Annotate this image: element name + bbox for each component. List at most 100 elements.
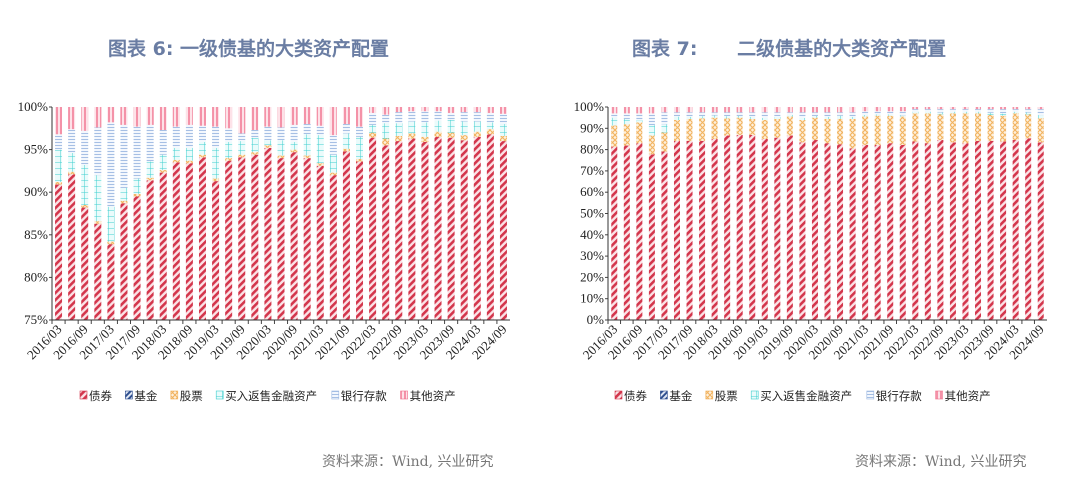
bar-segment-bond bbox=[749, 134, 756, 320]
bar-segment-other bbox=[874, 107, 881, 112]
bar-segment-bond bbox=[94, 223, 102, 320]
bar-segment-deposit bbox=[962, 109, 969, 112]
bar-segment-other bbox=[724, 107, 731, 113]
y-tick-label: 95% bbox=[24, 142, 48, 157]
bar-segment-repo bbox=[1012, 111, 1019, 114]
bar-segment-repo bbox=[811, 115, 818, 118]
bar-segment-other bbox=[711, 107, 718, 113]
bar-segment-deposit bbox=[975, 109, 982, 112]
bar-segment-other bbox=[486, 107, 494, 113]
bar-segment-other bbox=[849, 107, 856, 113]
bar-segment-repo bbox=[786, 114, 793, 117]
bar-segment-bond bbox=[1025, 138, 1032, 320]
bar-segment-deposit bbox=[172, 126, 180, 148]
bar-segment-other bbox=[1000, 107, 1007, 110]
bar-segment-other bbox=[887, 107, 894, 112]
bar-segment-other bbox=[899, 107, 906, 112]
bar-segment-other bbox=[811, 107, 818, 113]
bar-segment-stock bbox=[862, 116, 869, 145]
bar-segment-stock bbox=[611, 125, 618, 147]
bar-segment-stock bbox=[382, 138, 390, 146]
bar-segment-deposit bbox=[623, 113, 630, 119]
bar-segment-other bbox=[949, 107, 956, 110]
bar-segment-deposit bbox=[185, 124, 193, 148]
bar-segment-bond bbox=[824, 143, 831, 320]
bar-segment-deposit bbox=[68, 129, 76, 154]
bar-segment-repo bbox=[316, 135, 324, 164]
bar-segment-bond bbox=[699, 140, 706, 320]
bar-segment-repo bbox=[1025, 112, 1032, 115]
bar-segment-bond bbox=[486, 134, 494, 320]
legend-swatch-stock bbox=[705, 390, 714, 400]
bar-segment-bond bbox=[686, 140, 693, 320]
bar-segment-bond bbox=[786, 135, 793, 320]
bar-segment-stock bbox=[146, 177, 154, 181]
bar-segment-repo bbox=[447, 119, 455, 133]
bar-segment-other bbox=[761, 107, 768, 113]
bar-segment-repo bbox=[133, 178, 141, 194]
bar-segment-deposit bbox=[937, 109, 944, 113]
bar-segment-stock bbox=[623, 124, 630, 146]
bar-segment-other bbox=[212, 107, 220, 127]
bar-segment-deposit bbox=[382, 114, 390, 124]
bar-segment-deposit bbox=[924, 109, 931, 112]
bar-segment-stock bbox=[499, 135, 507, 142]
bar-segment-stock bbox=[185, 160, 193, 164]
bar-segment-bond bbox=[447, 137, 455, 320]
bar-segment-stock bbox=[1000, 115, 1007, 142]
bar-segment-deposit bbox=[369, 112, 377, 125]
bar-segment-repo bbox=[434, 120, 442, 132]
bar-segment-repo bbox=[356, 136, 364, 159]
bar-segment-stock bbox=[924, 113, 931, 144]
bar-segment-bond bbox=[107, 244, 115, 320]
bar-segment-repo bbox=[94, 175, 102, 222]
bar-segment-deposit bbox=[749, 112, 756, 117]
bar-segment-deposit bbox=[277, 127, 285, 141]
bar-segment-bond bbox=[623, 145, 630, 320]
bar-segment-repo bbox=[499, 124, 507, 136]
bar-segment-bond bbox=[251, 154, 259, 320]
bar-segment-deposit bbox=[356, 126, 364, 137]
bar-segment-stock bbox=[264, 145, 272, 148]
bar-segment-repo bbox=[937, 112, 944, 115]
bar-segment-bond bbox=[172, 162, 180, 320]
bar-segment-repo bbox=[369, 124, 377, 133]
bar-segment-other bbox=[962, 107, 969, 110]
bar-segment-stock bbox=[369, 132, 377, 138]
bar-segment-other bbox=[912, 107, 919, 110]
bar-segment-deposit bbox=[686, 112, 693, 117]
bar-segment-bond bbox=[1000, 141, 1007, 320]
bar-segment-bond bbox=[303, 158, 311, 320]
y-tick-label: 0% bbox=[587, 312, 605, 327]
y-tick-label: 70% bbox=[580, 163, 604, 178]
bar-segment-repo bbox=[749, 116, 756, 119]
bar-segment-stock bbox=[699, 118, 706, 141]
bar-segment-deposit bbox=[648, 113, 655, 126]
y-tick-label: 75% bbox=[24, 312, 48, 327]
bar-segment-other bbox=[1037, 107, 1044, 110]
y-tick-label: 100% bbox=[18, 99, 49, 114]
bar-segment-repo bbox=[987, 112, 994, 115]
bar-segment-deposit bbox=[133, 126, 141, 179]
bar-segment-repo bbox=[55, 149, 63, 182]
bar-segment-bond bbox=[924, 143, 931, 320]
bar-segment-repo bbox=[874, 114, 881, 116]
bar-segment-other bbox=[749, 107, 756, 113]
bar-segment-deposit bbox=[724, 112, 731, 117]
legend-label: 买入返售金融资产 bbox=[760, 389, 852, 403]
bar-segment-bond bbox=[761, 138, 768, 320]
bar-segment-repo bbox=[962, 111, 969, 114]
bar-segment-repo bbox=[395, 123, 403, 136]
bar-segment-repo bbox=[342, 133, 350, 149]
y-tick-label: 20% bbox=[580, 269, 604, 284]
bar-segment-bond bbox=[849, 148, 856, 320]
bar-segment-other bbox=[185, 107, 193, 125]
bar-segment-repo bbox=[1000, 113, 1007, 116]
bar-segment-repo bbox=[473, 121, 481, 132]
bar-segment-bond bbox=[356, 161, 364, 320]
legend-label: 银行存款 bbox=[341, 389, 387, 403]
bar-segment-repo bbox=[421, 122, 429, 137]
bar-segment-other bbox=[686, 107, 693, 113]
bar-segment-stock bbox=[1012, 113, 1019, 141]
legend-item-repo: 买入返售金融资产 bbox=[215, 389, 317, 403]
